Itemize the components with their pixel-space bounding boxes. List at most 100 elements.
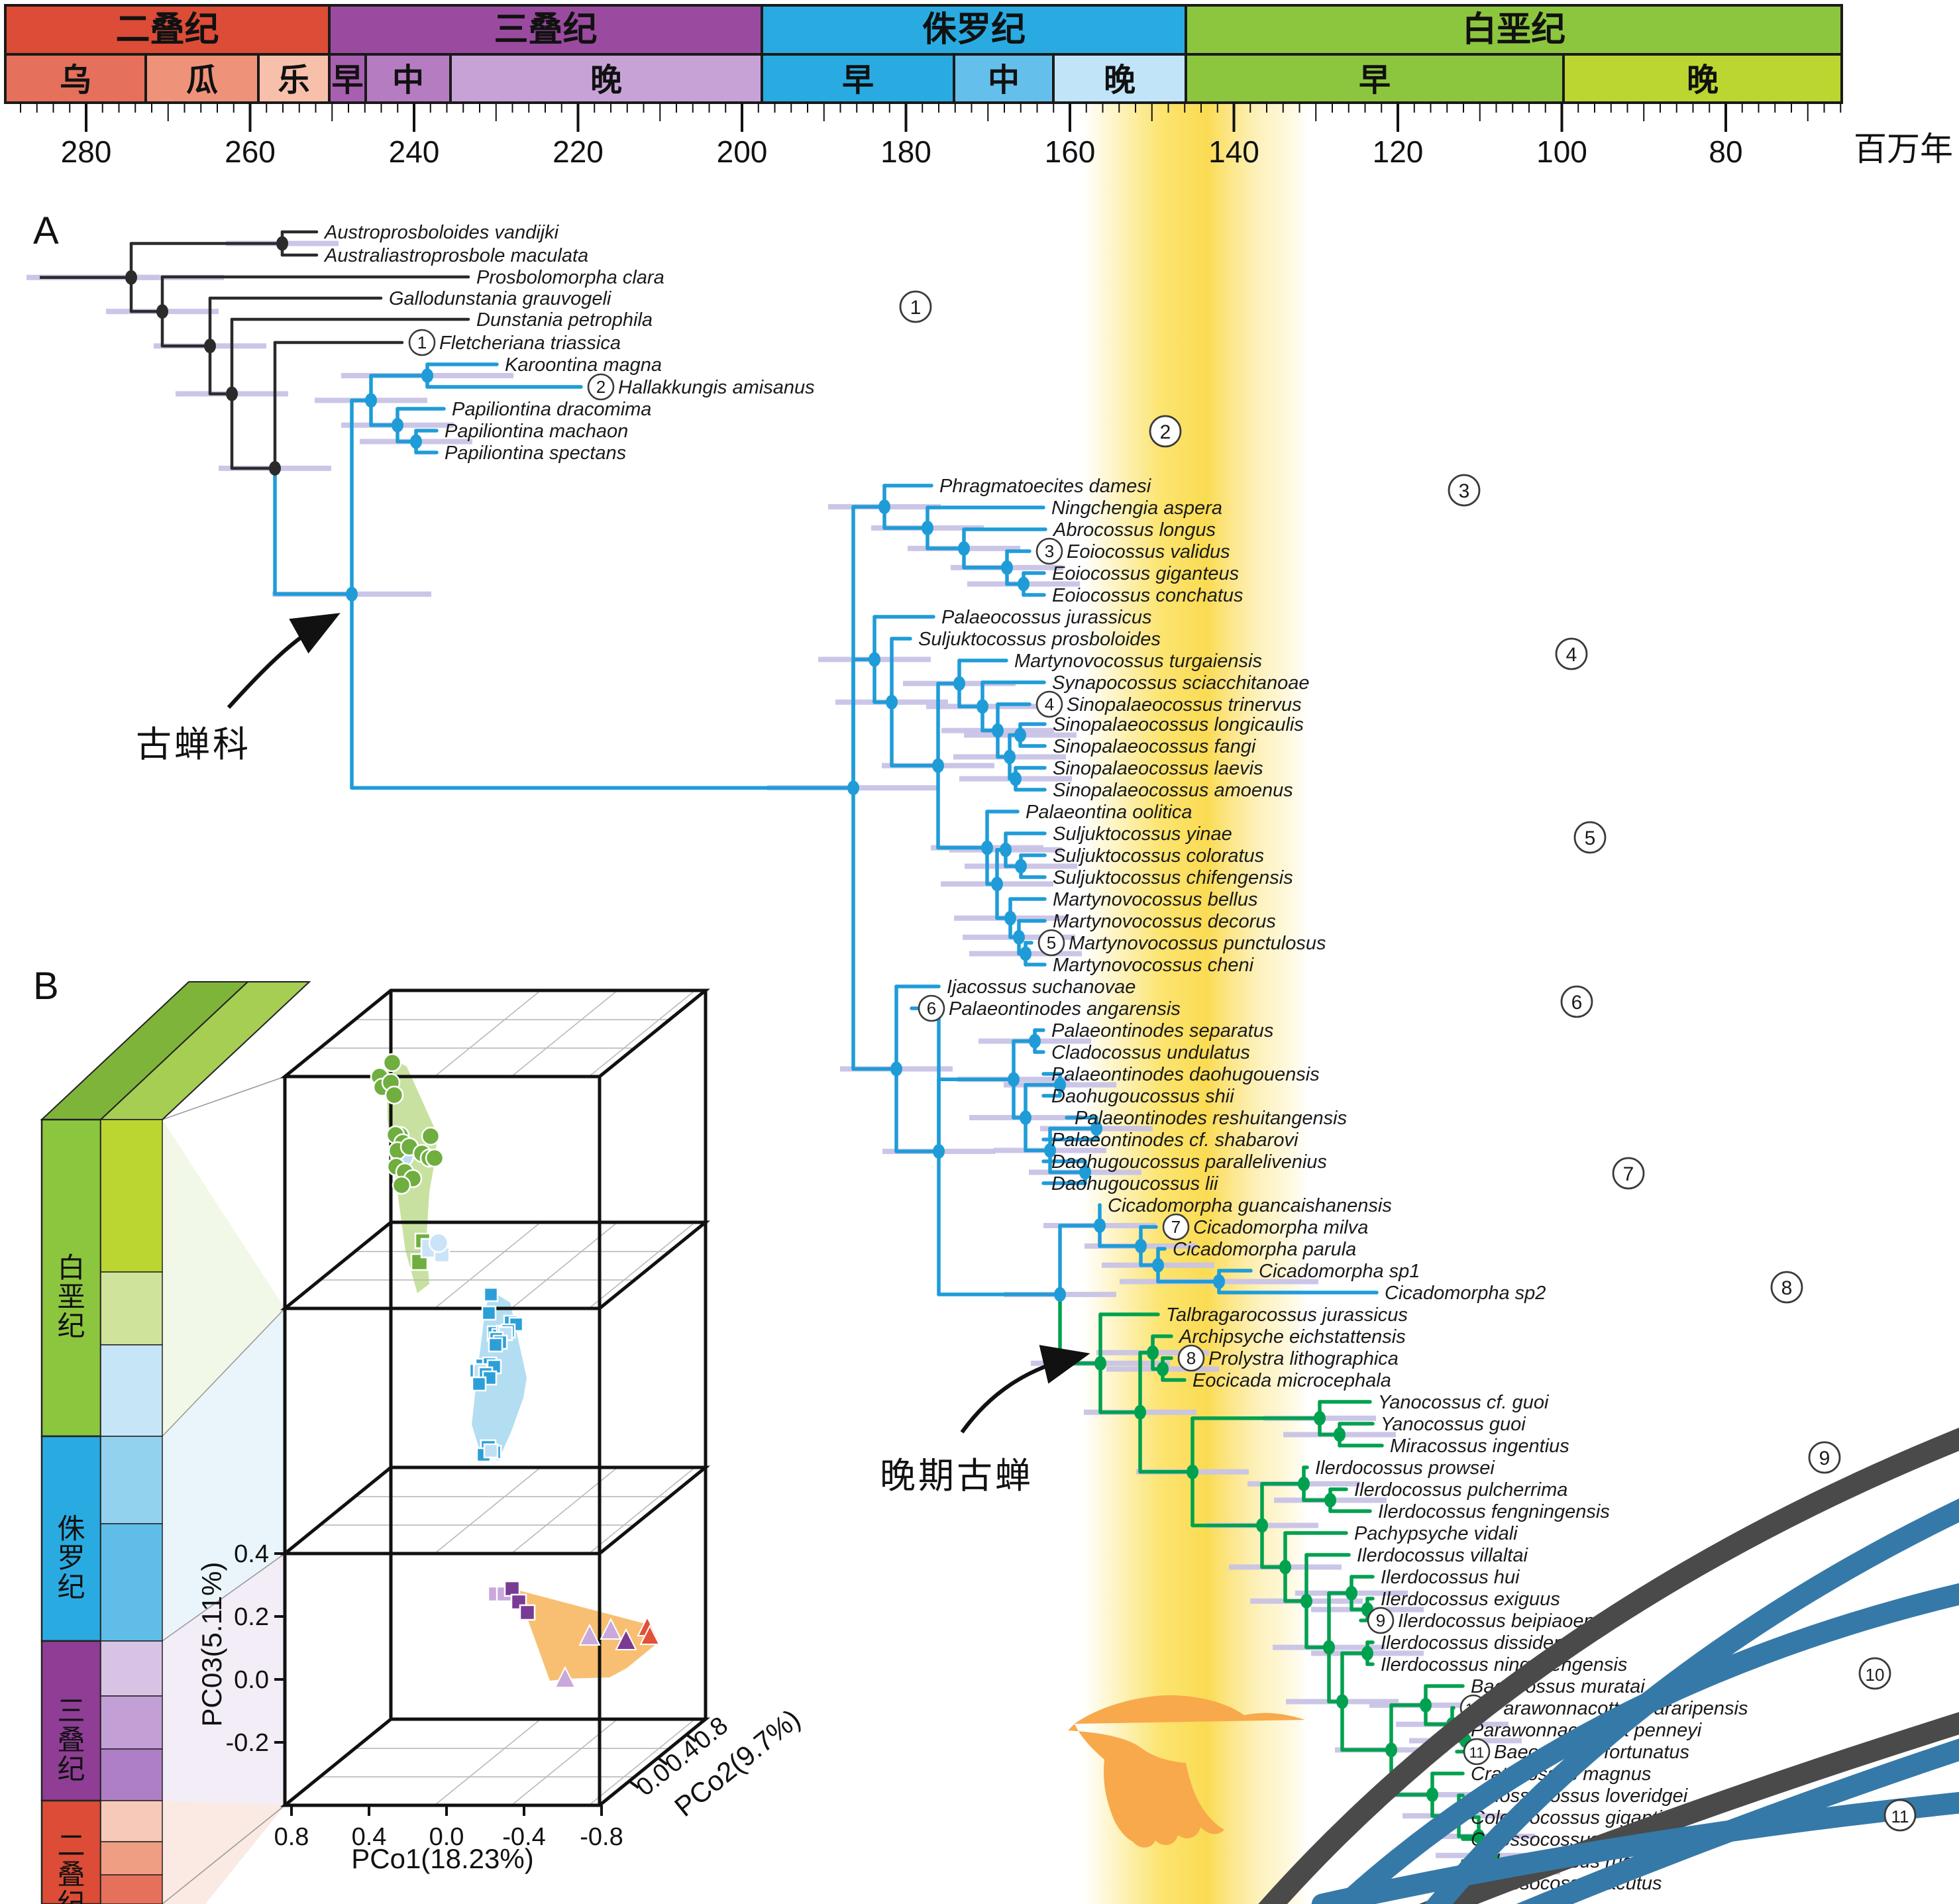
wing-number: 1 [910,297,922,319]
species-label: Palaeontinodes reshuitangensis [1075,1108,1347,1129]
bar-period-label: 侏罗纪 [57,1513,85,1603]
species-label: Yanocossus cf. guoi [1378,1392,1550,1413]
species-label: Martynovocossus turgaiensis [1014,651,1262,672]
bar-epoch-band [100,1640,163,1697]
epoch-label: 早 [842,63,874,98]
axis-tick-label: 280 [61,134,112,169]
axis-tick-label: 200 [717,134,768,169]
species-label: Abrocossus longus [1052,519,1216,541]
species-label: Cicadomorpha sp1 [1259,1261,1420,1282]
epoch-label: 中 [988,63,1020,98]
epoch-cell [761,53,955,104]
species-number-circle [1035,537,1063,565]
axis-tick-label: 120 [1373,134,1424,169]
species-number-circle [1177,1344,1205,1372]
epoch-label: 乌 [60,63,91,98]
epoch-cell [1562,53,1843,104]
species-number: 1 [417,333,427,352]
species-label: Pachypsyche vidali [1354,1523,1518,1544]
species-label: Karoontina magna [505,354,662,376]
species-number: 3 [1045,541,1054,561]
epoch-label: 中 [392,63,424,98]
epoch-cell [144,53,260,104]
pcoa-point [615,1628,637,1650]
species-label: Palaeontina oolitica [1026,802,1192,823]
species-label: Cicadomorpha parula [1173,1239,1356,1260]
pcoa-point [483,1443,499,1459]
species-number-circle [587,373,615,401]
species-label: Cicadomorpha sp2 [1385,1283,1546,1304]
period-cell [1185,4,1843,56]
species-number: 2 [596,377,606,397]
highlight-band [1083,103,1308,1904]
species-label: Sinopalaeocossus fangi [1053,736,1257,757]
species-label: Cicadomorpha guancaishanensis [1108,1195,1392,1216]
pco3-tick: 0.0 [234,1666,269,1694]
species-label: Daohugoucossus lii [1051,1173,1219,1194]
species-label: Synapocossus sciacchitanoae [1052,672,1310,694]
species-label: Suljuktocossus prosboloides [918,629,1161,650]
palaeontinidae-label: 古蝉科 [136,725,251,765]
species-label: Ilerdocossus prowsei [1315,1457,1495,1479]
epoch-cell [449,53,763,104]
axis-tick-label: 140 [1208,134,1259,169]
bar-period-segment [40,1640,102,1802]
species-label: Eocicada microcephala [1192,1370,1391,1391]
species-label: Talbragarocossus jurassicus [1166,1304,1408,1326]
species-number-circle [1162,1213,1190,1241]
species-label: Palaeocossus jurassicus [941,607,1152,628]
wing-illustrations: 1 2 3 4 5 6 7 8 9 10 11 [869,290,1959,1904]
species-label: Ijacossus suchanovae [947,977,1136,998]
bar-period-label: 二叠纪 [57,1830,85,1904]
pcoa-point [554,1666,576,1688]
wing-number-circle [899,290,932,323]
wing-number-circle [1560,985,1593,1018]
wing-number: 4 [1566,644,1577,666]
species-label: Eoiocossus conchatus [1052,585,1244,606]
species-number-circle [918,994,945,1022]
period-cell [4,4,331,56]
pco3-axis-label: PC03(5.11%) [196,1561,227,1726]
axis-tick-label: 260 [225,134,276,169]
epoch-label: 晚 [1687,63,1719,98]
species-label: Palaeontinodes angarensis [949,998,1181,1020]
species-label: Martynovocossus bellus [1053,889,1257,910]
species-label: Ilerdocossus exiguus [1381,1589,1560,1610]
species-label: Ningchengia aspera [1051,498,1222,519]
axis-tick-label: 220 [553,134,604,169]
species-label: Suljuktocossus coloratus [1053,845,1264,867]
species-label: Austroprosboloides vandijki [323,222,560,243]
pcoa-points [370,1053,661,1688]
species-label: Ilerdocossus pulcherrima [1354,1479,1567,1501]
species-label: Hallakkungis amisanus [618,377,815,398]
pcoa-point [503,1580,521,1597]
species-label: Sinopalaeocossus longicaulis [1053,714,1304,735]
epoch-cell [1052,53,1187,104]
species-label: Sinopalaeocossus laevis [1053,758,1263,779]
pcoa-hull [496,1589,656,1681]
species-label: Eoiocossus giganteus [1052,563,1239,584]
pcoa-point [483,1287,499,1302]
pco1-tick: 0.0 [429,1823,464,1851]
species-label: Ilerdocossus ningchengensis [1381,1654,1627,1675]
species-label: Martynovocossus punctulosus [1069,933,1326,954]
bar-epoch-band [100,1271,163,1346]
species-label: Papiliontina dracomima [452,399,651,420]
pcoa-point [384,1085,404,1105]
species-number-circle [1463,1738,1491,1766]
species-label: Daohugoucossus shii [1051,1086,1235,1107]
species-label: Papiliontina machaon [445,421,628,442]
epoch-cell [328,53,367,104]
axis-tick-label: 100 [1536,134,1587,169]
species-label: Cicadomorpha milva [1193,1217,1368,1238]
species-label: Phragmatoecites damesi [939,476,1152,497]
pcoa-point [578,1623,601,1646]
pcoa-point [471,1376,487,1392]
wing-number: 3 [1459,480,1470,502]
wing-number-circle [1808,1441,1841,1474]
pcoa-point [392,1175,411,1195]
pco3-tick: -0.2 [226,1729,269,1757]
species-number-circle [1035,690,1063,718]
bar-epoch-band [100,1436,163,1524]
bird-silhouette [1068,1695,1305,1848]
